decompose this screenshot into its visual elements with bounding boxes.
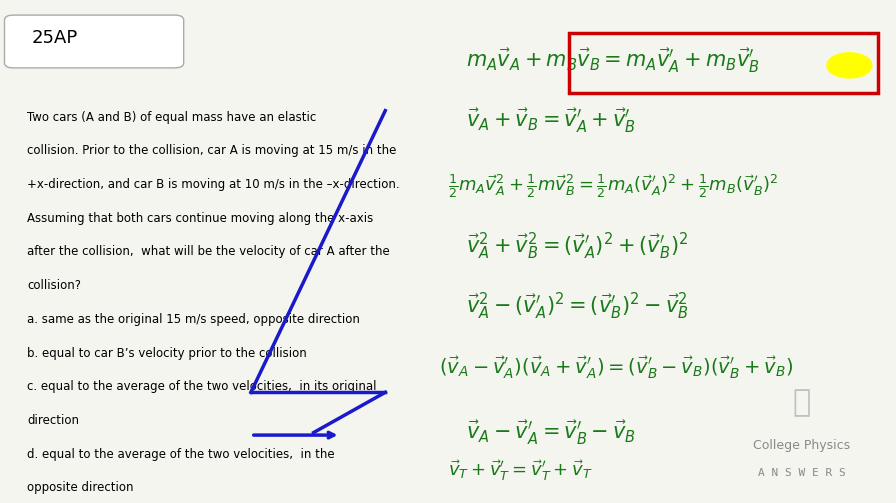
Text: $(\vec{v}_A - \vec{v}_A')(\vec{v}_A + \vec{v}_A') = (\vec{v}_B' - \vec{v}_B)(\ve: $(\vec{v}_A - \vec{v}_A')(\vec{v}_A + \v… (439, 354, 793, 381)
Text: a. same as the original 15 m/s speed, opposite direction: a. same as the original 15 m/s speed, op… (27, 313, 360, 326)
Text: collision. Prior to the collision, car A is moving at 15 m/s in the: collision. Prior to the collision, car A… (27, 144, 396, 157)
Text: d. equal to the average of the two velocities,  in the: d. equal to the average of the two veloc… (27, 448, 334, 461)
Text: $\vec{v}_A^2 - (\vec{v}_A')^2 = (\vec{v}_B')^2 - \vec{v}_B^2$: $\vec{v}_A^2 - (\vec{v}_A')^2 = (\vec{v}… (466, 291, 689, 322)
Bar (569, 33, 878, 93)
Text: $\vec{v}_A^2 + \vec{v}_B^2 = (\vec{v}_A')^2 + (\vec{v}_B')^2$: $\vec{v}_A^2 + \vec{v}_B^2 = (\vec{v}_A'… (466, 231, 688, 262)
Text: collision?: collision? (27, 279, 81, 292)
Text: A N S W E R S: A N S W E R S (758, 468, 846, 478)
Text: c. equal to the average of the two velocities,  in its original: c. equal to the average of the two veloc… (27, 380, 376, 393)
Text: $\frac{1}{2}m_A\vec{v}_A^2 + \frac{1}{2}m\vec{v}_B^2 = \frac{1}{2}m_A(\vec{v}_A': $\frac{1}{2}m_A\vec{v}_A^2 + \frac{1}{2}… (448, 172, 779, 200)
Text: b. equal to car B’s velocity prior to the collision: b. equal to car B’s velocity prior to th… (27, 347, 306, 360)
Text: 25AP: 25AP (31, 29, 78, 47)
FancyBboxPatch shape (4, 15, 184, 68)
Text: Assuming that both cars continue moving along the x-axis: Assuming that both cars continue moving … (27, 212, 373, 225)
Text: +x-direction, and car B is moving at 10 m/s in the –x-direction.: +x-direction, and car B is moving at 10 … (27, 178, 400, 191)
Text: $\vec{v}_A + \vec{v}_B = \vec{v}_A' + \vec{v}_B'$: $\vec{v}_A + \vec{v}_B = \vec{v}_A' + \v… (466, 106, 636, 135)
Text: direction: direction (27, 414, 79, 427)
Text: $\vec{v}_A - \vec{v}_A' = \vec{v}_B' - \vec{v}_B$: $\vec{v}_A - \vec{v}_A' = \vec{v}_B' - \… (466, 418, 636, 447)
Text: after the collision,  what will be the velocity of car A after the: after the collision, what will be the ve… (27, 245, 390, 259)
Text: Two cars (A and B) of equal mass have an elastic: Two cars (A and B) of equal mass have an… (27, 111, 316, 124)
Text: $m_A\vec{v}_A + m_B\vec{v}_B = m_A\vec{v}_A' + m_B\vec{v}_B'$: $m_A\vec{v}_A + m_B\vec{v}_B = m_A\vec{v… (466, 46, 760, 75)
Text: opposite direction: opposite direction (27, 481, 134, 494)
Text: College Physics: College Physics (754, 439, 850, 452)
Text: 🎓: 🎓 (793, 388, 811, 417)
Circle shape (827, 53, 872, 78)
Text: $\vec{v}_T + \vec{v}_T' = \vec{v}_T' + \vec{v}_T$: $\vec{v}_T + \vec{v}_T' = \vec{v}_T' + \… (448, 458, 593, 483)
